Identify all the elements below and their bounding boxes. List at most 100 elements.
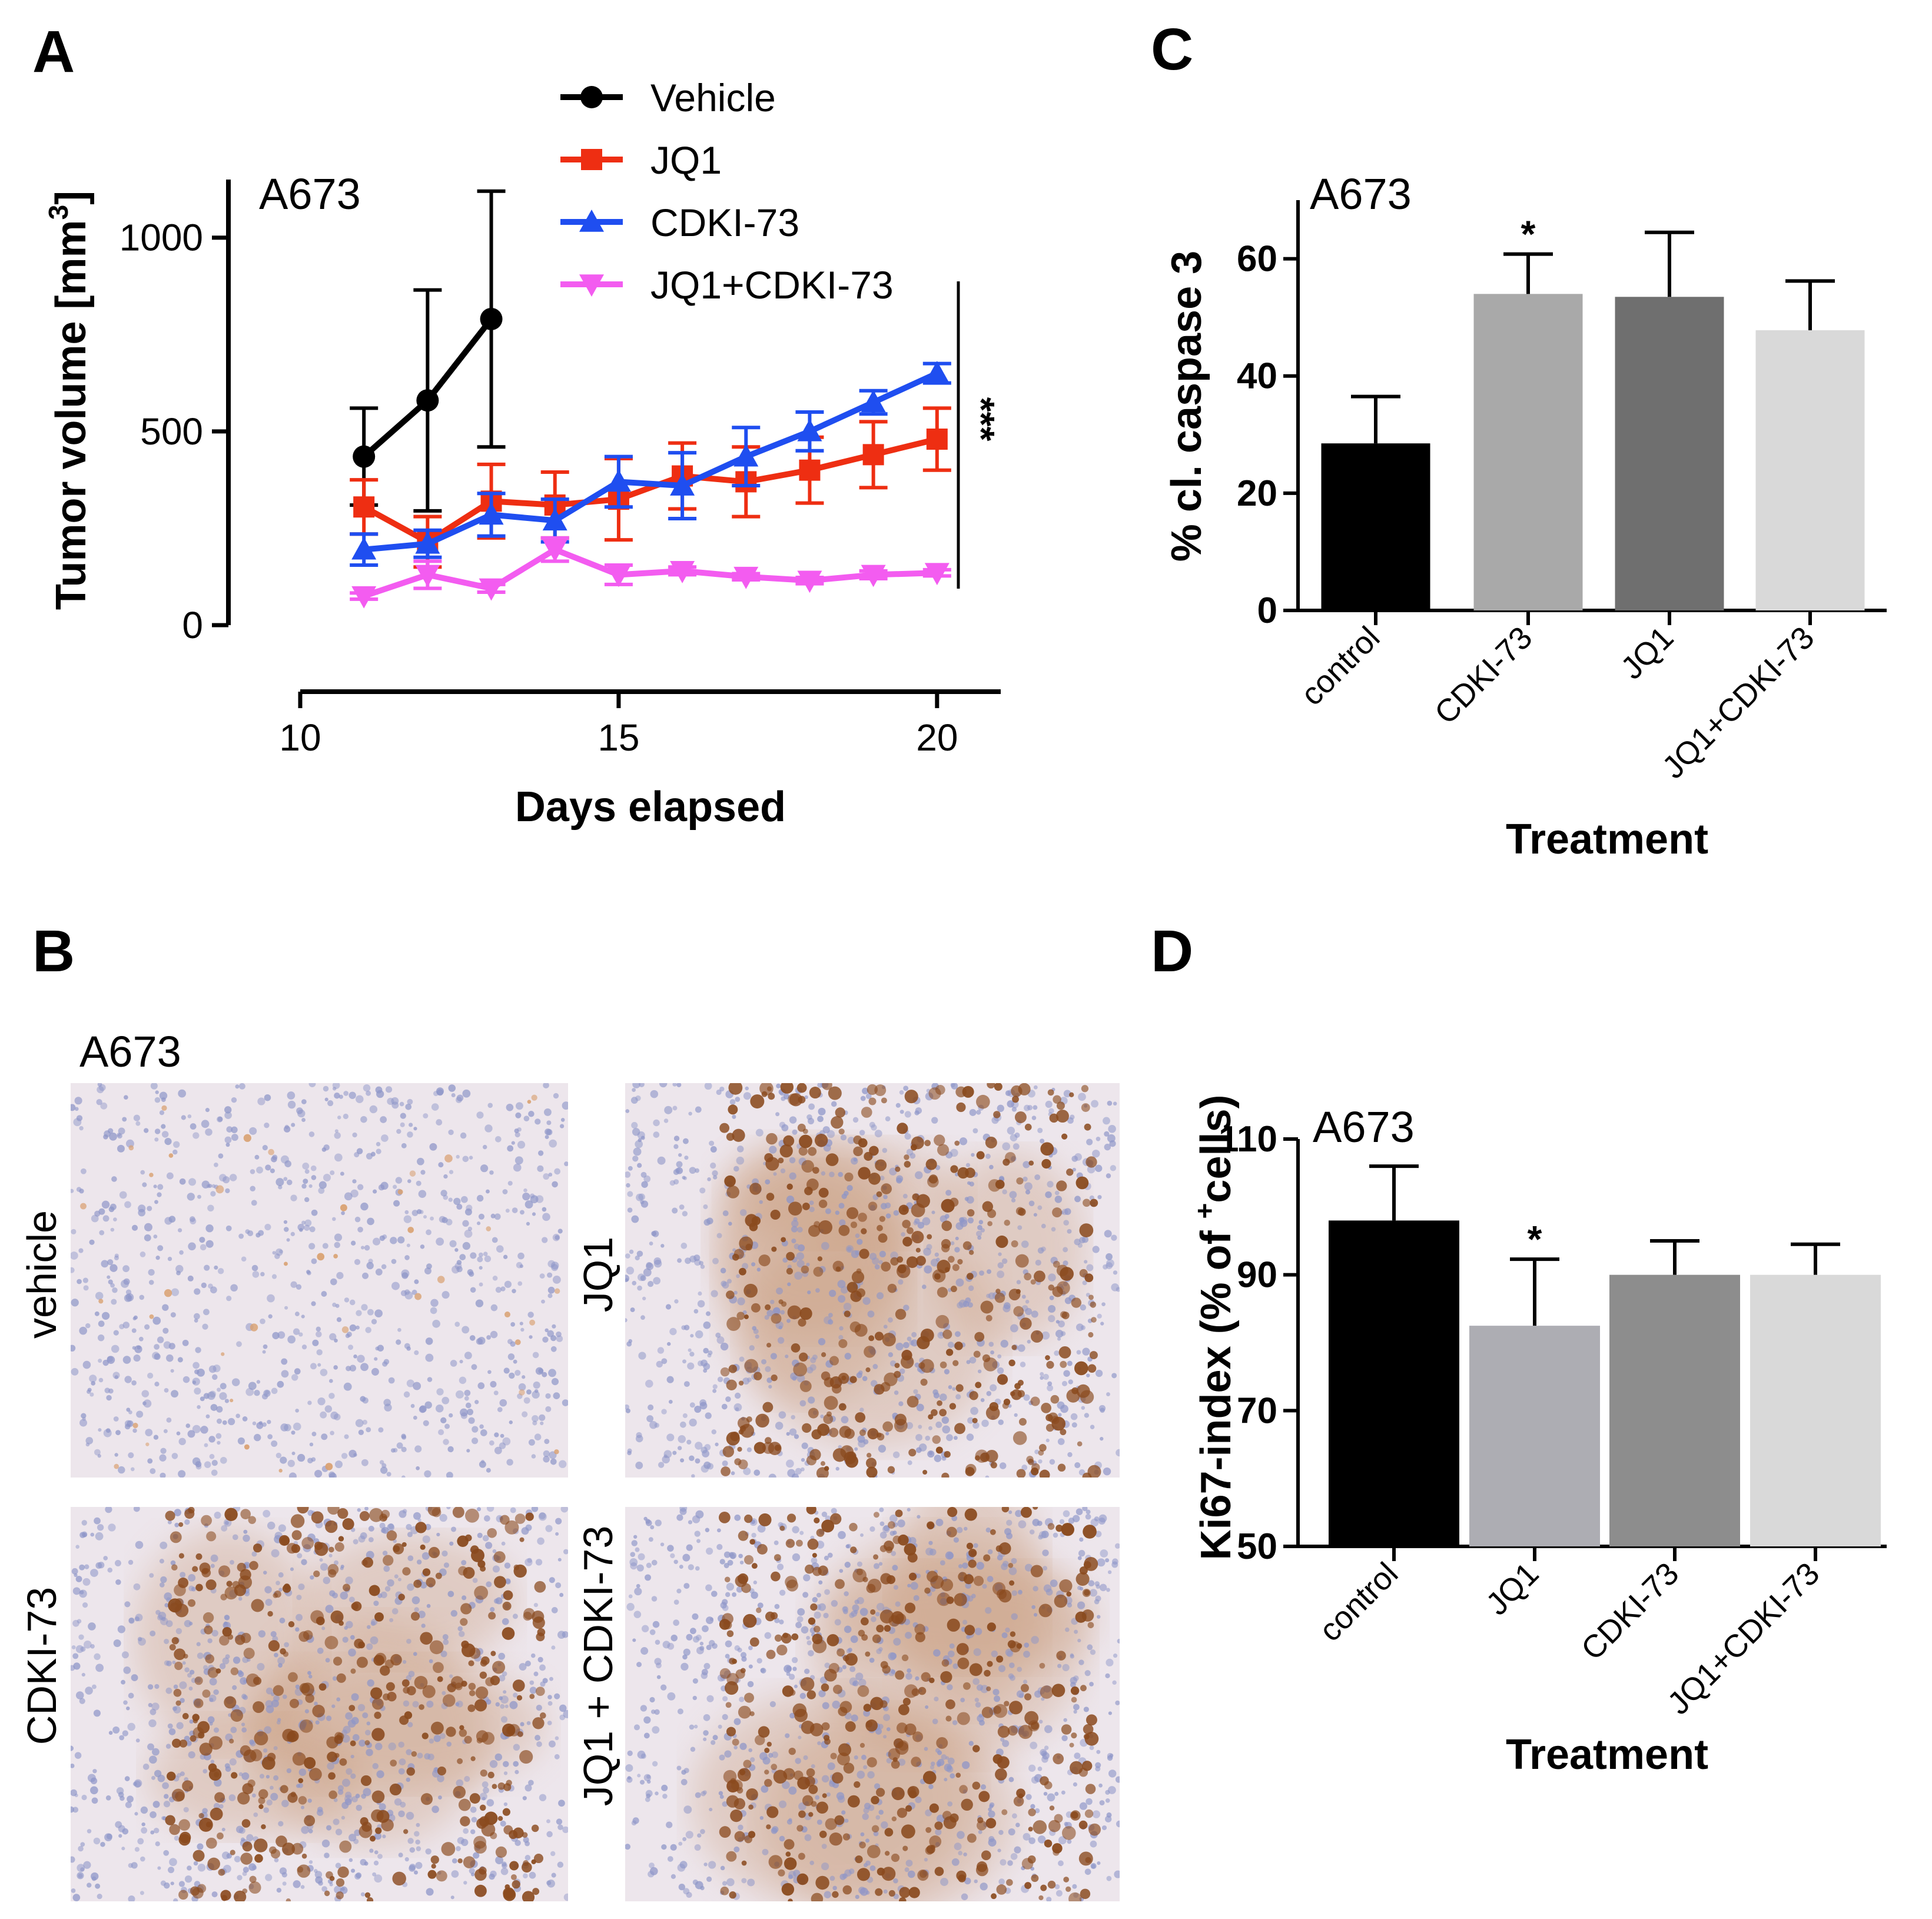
positive-cell [956, 1643, 969, 1655]
positive-cell [336, 1732, 344, 1741]
nucleus [157, 1192, 162, 1197]
nucleus [998, 1419, 1004, 1425]
positive-cell [842, 1655, 849, 1662]
positive-cell [802, 1128, 808, 1134]
nucleus [942, 1425, 951, 1434]
positive-cell [198, 1817, 213, 1832]
nucleus [921, 1284, 927, 1289]
positive-cell [931, 1409, 938, 1416]
positive-cell [726, 1317, 741, 1332]
nucleus [1083, 1706, 1089, 1712]
nucleus [555, 1582, 562, 1589]
nucleus [173, 1684, 178, 1689]
nucleus [203, 1393, 210, 1399]
nucleus [224, 1136, 232, 1144]
series-cdki-73 [350, 361, 951, 567]
positive-cell [308, 1768, 322, 1781]
nucleus [187, 1430, 195, 1438]
nucleus [695, 1106, 702, 1113]
nucleus [180, 1698, 185, 1703]
nucleus [425, 1337, 433, 1345]
nucleus [1084, 1413, 1090, 1418]
nucleus [395, 1177, 403, 1184]
nucleus [514, 1769, 519, 1774]
nucleus [646, 1415, 654, 1423]
nucleus [686, 1544, 693, 1551]
nucleus [421, 1552, 430, 1560]
nucleus [640, 1705, 648, 1712]
positive-cell [935, 1446, 943, 1454]
nucleus [1100, 1322, 1104, 1326]
positive-cell [744, 1359, 758, 1373]
positive-cell [527, 1100, 532, 1104]
nucleus [1002, 1739, 1010, 1747]
nucleus [236, 1341, 242, 1347]
nucleus [1065, 1627, 1070, 1632]
nucleus [92, 1684, 97, 1689]
positive-cell [881, 1382, 891, 1392]
nucleus [170, 1881, 174, 1885]
positive-cell [182, 1713, 189, 1719]
positive-cell [420, 1544, 426, 1550]
nucleus [213, 1689, 219, 1695]
positive-cell [1056, 1651, 1066, 1661]
positive-cell [431, 1864, 436, 1869]
positive-cell [877, 1433, 885, 1441]
nucleus [958, 1564, 963, 1569]
positive-cell [274, 1591, 281, 1598]
positive-cell [222, 1627, 232, 1637]
nucleus [502, 1618, 509, 1625]
nucleus [733, 1290, 738, 1295]
nucleus [550, 1261, 559, 1270]
nucleus [1096, 1749, 1101, 1754]
nucleus [265, 1874, 273, 1881]
nucleus [268, 1314, 273, 1319]
nucleus [974, 1628, 982, 1635]
positive-cell [374, 1711, 381, 1719]
nucleus [743, 1092, 751, 1100]
nucleus [1002, 1561, 1009, 1567]
positive-cell [969, 1391, 978, 1400]
nucleus [782, 1257, 788, 1263]
nucleus [114, 1255, 119, 1261]
nucleus [955, 1278, 964, 1287]
nucleus [214, 1163, 218, 1167]
nucleus [657, 1156, 666, 1165]
positive-cell [168, 1153, 174, 1158]
nucleus [340, 1591, 348, 1600]
nucleus [312, 1339, 319, 1346]
positive-cell [267, 1611, 273, 1617]
nucleus [254, 1390, 260, 1396]
nucleus [649, 1867, 658, 1875]
nucleus [545, 1328, 549, 1333]
nucleus [1067, 1229, 1072, 1234]
nucleus [770, 1299, 775, 1304]
nucleus [885, 1116, 891, 1122]
positive-cell [972, 1417, 978, 1423]
nucleus [188, 1751, 195, 1759]
positive-cell [1082, 1588, 1091, 1598]
nucleus [452, 1265, 460, 1274]
nucleus [1040, 1138, 1045, 1144]
nucleus [135, 1540, 144, 1549]
nucleus [878, 1562, 883, 1566]
nucleus [377, 1854, 383, 1860]
positive-cell [817, 1256, 823, 1261]
nucleus [192, 1132, 200, 1139]
nucleus [855, 1894, 859, 1900]
positive-cell [229, 1738, 234, 1744]
nucleus [1111, 1561, 1118, 1568]
positive-cell [779, 1144, 793, 1158]
nucleus [971, 1153, 975, 1157]
positive-cell [214, 1792, 225, 1803]
nucleus [165, 1687, 172, 1694]
nucleus [483, 1787, 489, 1794]
nucleus [982, 1583, 987, 1589]
nucleus [1038, 1719, 1043, 1724]
nucleus [1078, 1659, 1084, 1665]
positive-cell [287, 1792, 298, 1803]
nucleus [387, 1579, 394, 1587]
nucleus [1074, 1629, 1078, 1634]
positive-cell [289, 1698, 299, 1708]
